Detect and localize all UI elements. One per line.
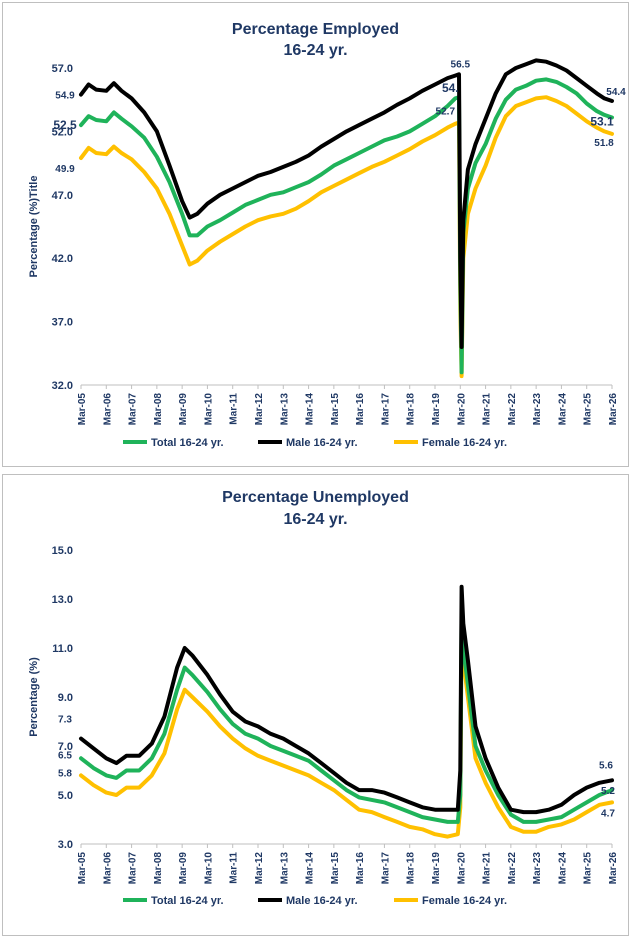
series-line-male [79, 58, 614, 349]
data-label: 54.4 [606, 87, 626, 98]
x-tick-label: Mar-13 [279, 852, 290, 885]
x-tick-label: Mar-24 [557, 852, 568, 885]
x-tick-label: Mar-20 [456, 393, 467, 426]
y-tick-label: 37.0 [52, 317, 73, 329]
chart-subtitle: 16-24 yr. [283, 511, 347, 528]
x-tick-label: Mar-23 [532, 393, 543, 426]
series-line-total [79, 77, 614, 375]
y-axis-label: Percentage (%)Title [28, 176, 40, 278]
data-label: 5.2 [601, 786, 615, 797]
x-tick-label: Mar-09 [178, 393, 189, 426]
data-label: 54.9 [55, 91, 75, 102]
series-line-female [79, 95, 614, 379]
data-label: 52.7 [436, 107, 456, 118]
x-tick-label: Mar-05 [77, 393, 88, 426]
x-tick-label: Mar-13 [279, 393, 290, 426]
chart-title: Percentage Employed [232, 21, 399, 38]
x-tick-label: Mar-16 [355, 393, 366, 426]
data-label: 52.5 [53, 118, 77, 132]
x-tick-label: Mar-18 [406, 852, 417, 885]
x-tick-label: Mar-06 [102, 393, 113, 426]
x-tick-label: Mar-10 [203, 852, 214, 885]
data-label: 4.7 [601, 808, 615, 819]
x-tick-label: Mar-24 [557, 393, 568, 426]
x-tick-label: Mar-11 [229, 393, 240, 425]
x-tick-label: Mar-22 [507, 852, 518, 885]
x-tick-label: Mar-15 [330, 852, 341, 885]
data-label: 5.6 [599, 760, 613, 771]
chart-title: Percentage Unemployed [222, 489, 409, 506]
x-tick-label: Mar-14 [305, 393, 316, 426]
x-tick-label: Mar-12 [254, 852, 265, 885]
unemployed-chart: Percentage Unemployed 16-24 yr. Percentage… [28, 489, 619, 907]
x-tick-label: Mar-23 [532, 852, 543, 885]
x-tick-label: Mar-21 [482, 393, 493, 426]
x-tick-label: Mar-06 [102, 852, 113, 885]
y-tick-label: 9.0 [58, 692, 73, 704]
x-tick-label: Mar-12 [254, 393, 265, 426]
x-tick-label: Mar-22 [507, 393, 518, 426]
legend-label-total: Total 16-24 yr. [151, 895, 224, 907]
legend-label-total: Total 16-24 yr. [151, 437, 224, 449]
y-tick-label: 7.0 [58, 741, 73, 753]
chart-subtitle: 16-24 yr. [283, 42, 347, 59]
x-tick-label: Mar-05 [77, 852, 88, 885]
x-tick-label: Mar-14 [305, 852, 316, 885]
x-tick-label: Mar-21 [482, 852, 493, 885]
x-tick-label: Mar-25 [583, 393, 594, 426]
x-tick-label: Mar-20 [456, 852, 467, 885]
y-tick-label: 47.0 [52, 190, 73, 202]
legend-label-female: Female 16-24 yr. [422, 895, 507, 907]
data-label: 49.9 [55, 164, 75, 175]
legend-label-female: Female 16-24 yr. [422, 437, 507, 449]
employed-chart: Percentage Employed 16-24 yr. Percentage (… [28, 21, 626, 449]
data-label: 6.5 [58, 750, 72, 761]
y-tick-label: 42.0 [52, 253, 73, 265]
series-line-female [79, 626, 614, 839]
data-label: 51.8 [594, 138, 614, 149]
series-line-male [79, 584, 614, 815]
data-label: 53.1 [590, 114, 614, 128]
y-tick-label: 57.0 [52, 63, 73, 75]
x-tick-label: Mar-10 [203, 393, 214, 426]
y-tick-label: 32.0 [52, 380, 73, 392]
x-tick-label: Mar-07 [128, 393, 139, 426]
y-tick-label: 3.0 [58, 839, 73, 851]
y-tick-label: 15.0 [52, 545, 73, 557]
x-tick-label: Mar-25 [583, 852, 594, 885]
legend-label-male: Male 16-24 yr. [286, 895, 358, 907]
y-tick-label: 11.0 [52, 643, 73, 655]
employed-chart-panel: Percentage Employed 16-24 yr. Percentage (… [2, 2, 629, 467]
x-tick-label: Mar-19 [431, 393, 442, 426]
x-tick-label: Mar-07 [128, 852, 139, 885]
x-tick-label: Mar-18 [406, 393, 417, 426]
x-tick-label: Mar-17 [380, 852, 391, 885]
x-tick-label: Mar-08 [153, 852, 164, 885]
y-tick-label: 52.0 [52, 126, 73, 138]
x-tick-label: Mar-19 [431, 852, 442, 885]
data-label: 54. [442, 81, 459, 95]
x-tick-label: Mar-15 [330, 393, 341, 426]
legend-label-male: Male 16-24 yr. [286, 437, 358, 449]
x-tick-label: Mar-26 [608, 852, 619, 885]
x-tick-label: Mar-09 [178, 852, 189, 885]
series-line-total [79, 609, 614, 824]
x-tick-label: Mar-17 [380, 393, 391, 426]
unemployed-chart-panel: Percentage Unemployed 16-24 yr. Percentage… [2, 474, 629, 936]
x-tick-label: Mar-16 [355, 852, 366, 885]
x-tick-label: Mar-11 [229, 852, 240, 884]
y-tick-label: 5.0 [58, 790, 73, 802]
x-tick-label: Mar-08 [153, 393, 164, 426]
x-tick-label: Mar-26 [608, 393, 619, 426]
data-label: 56.5 [451, 59, 471, 70]
data-label: 5.8 [58, 768, 72, 779]
data-label: 7.3 [58, 715, 72, 726]
y-axis-label: Percentage (%) [28, 657, 40, 737]
y-tick-label: 13.0 [52, 594, 73, 606]
